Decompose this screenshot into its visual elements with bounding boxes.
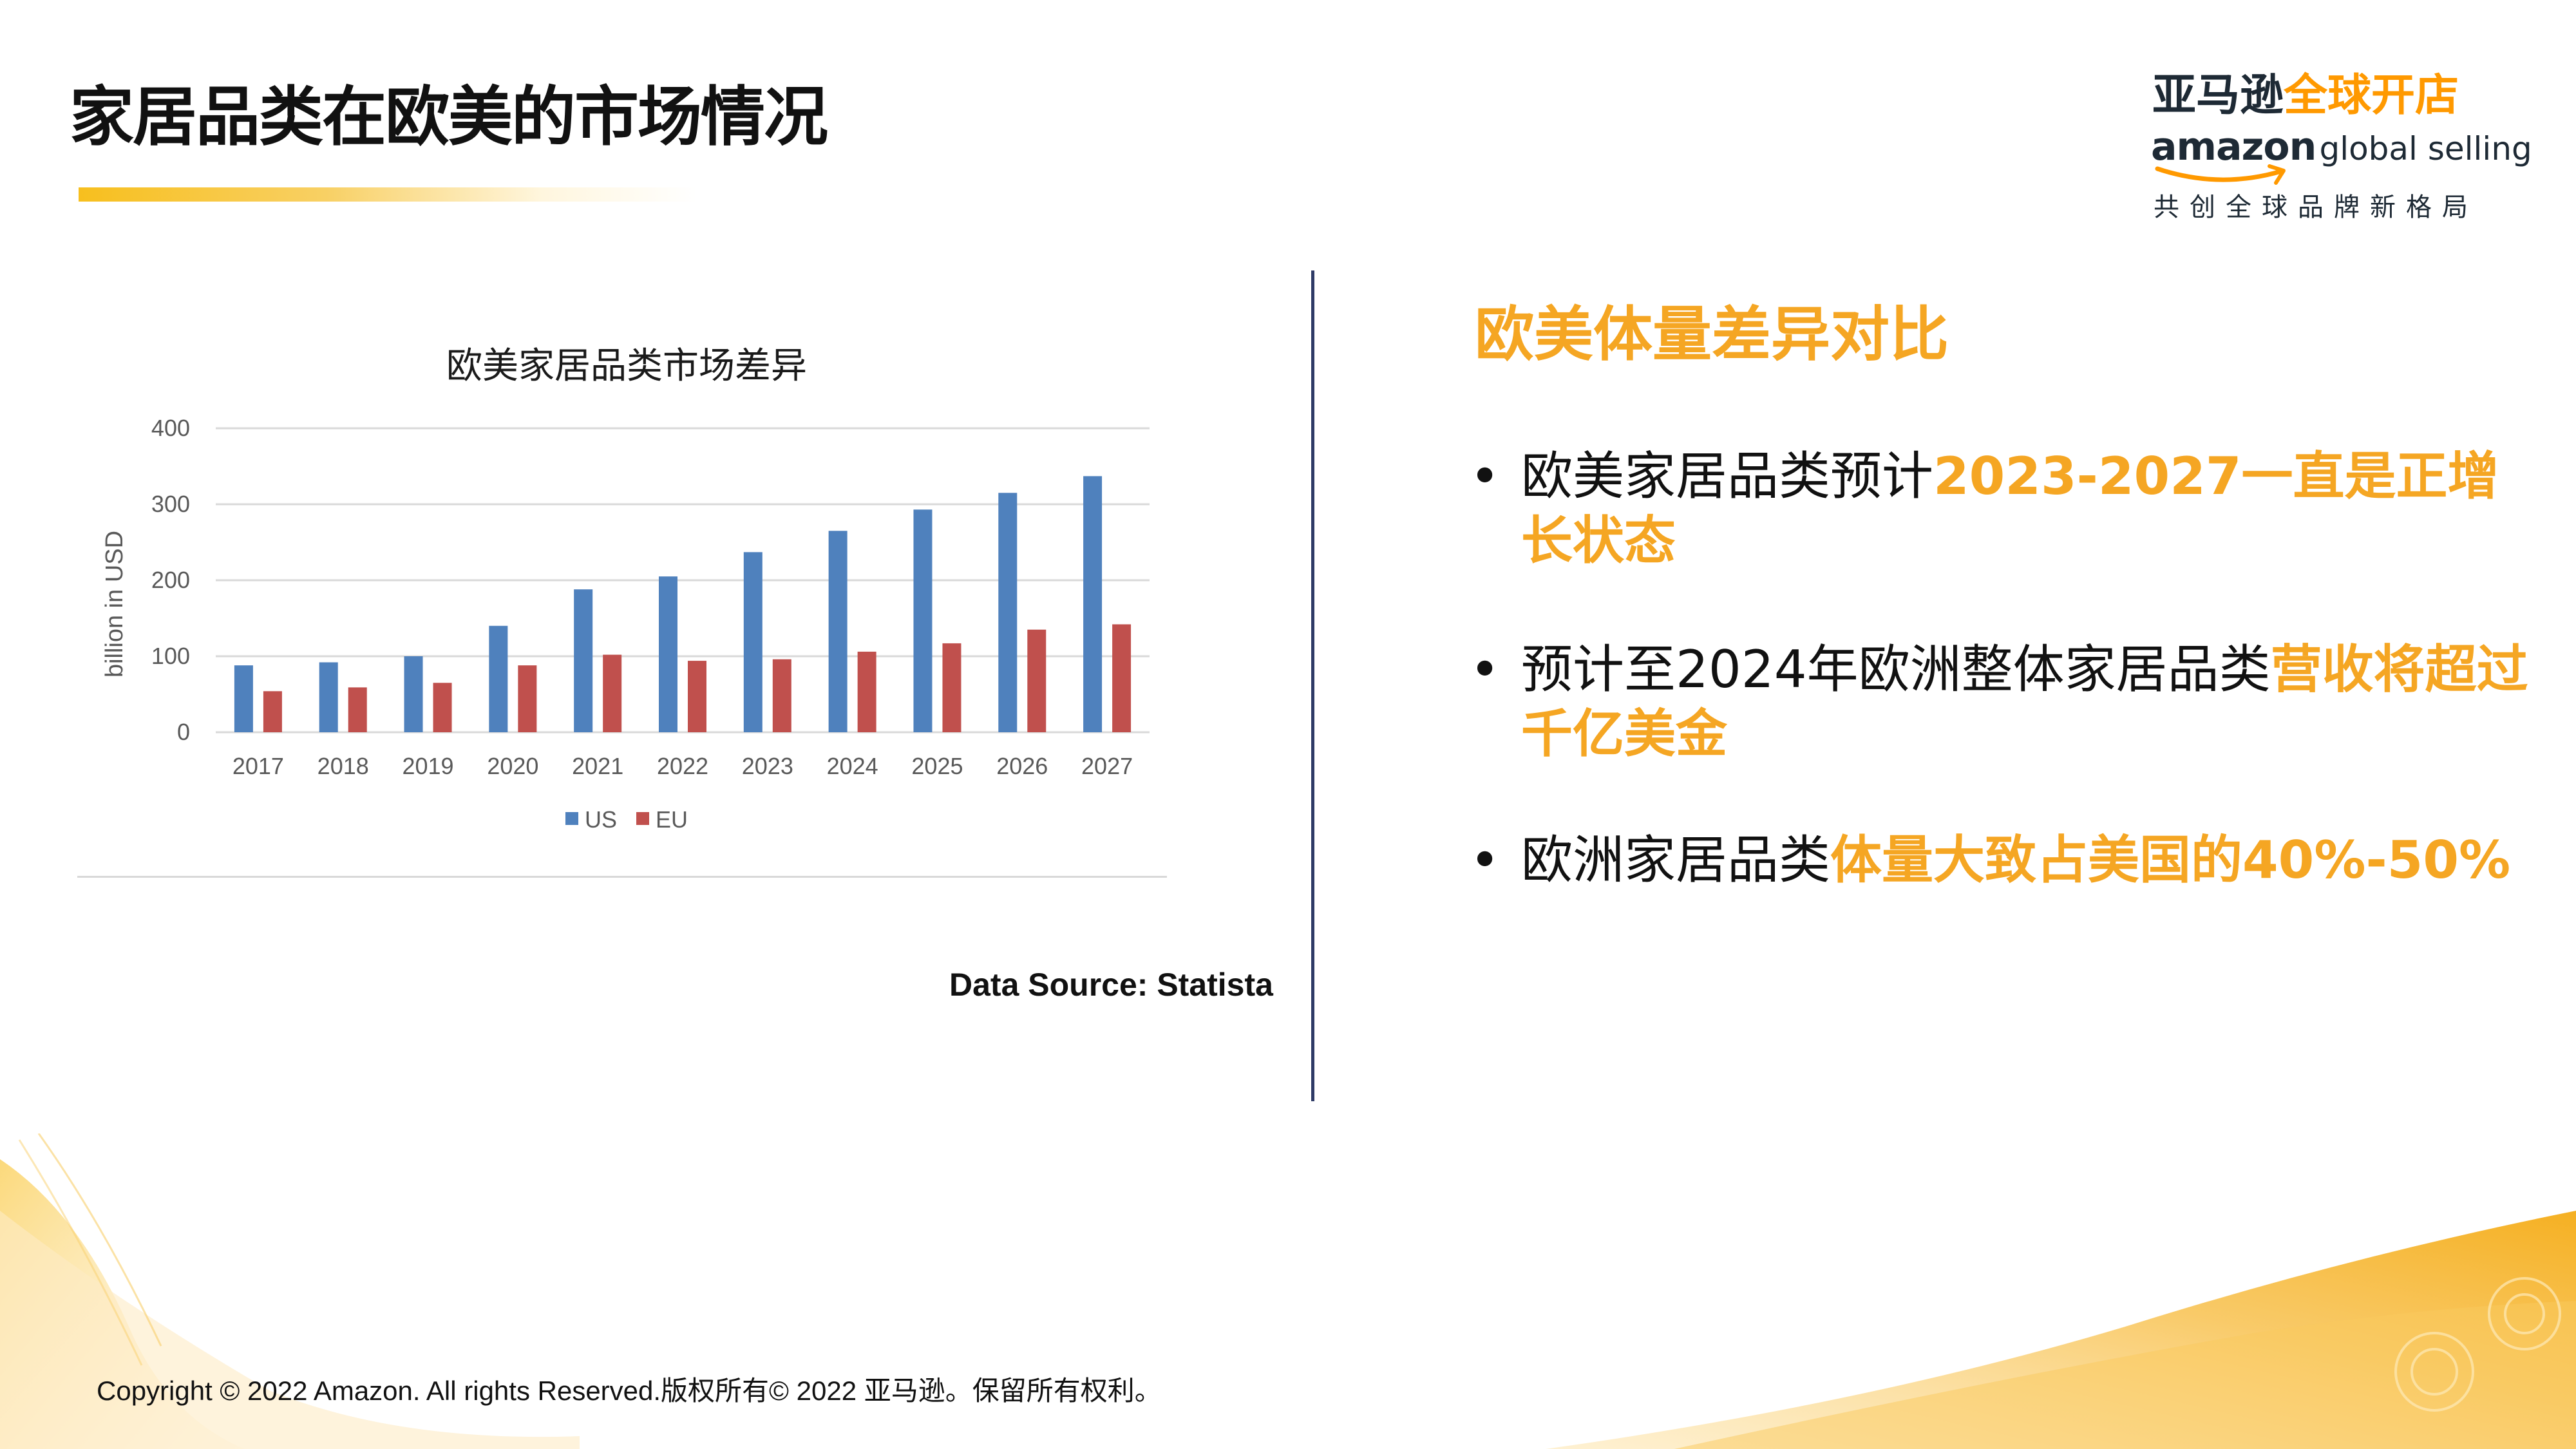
legend-label-us: US (585, 806, 617, 833)
bullet-highlight-text: 2023-2027一直是正增长状态 (1521, 446, 2499, 571)
bar-eu (603, 654, 622, 732)
x-tick-label: 2021 (572, 753, 623, 779)
logo-global-selling: global selling (2319, 130, 2532, 167)
legend-swatch-us (565, 812, 578, 825)
bar-us (319, 662, 338, 732)
legend-label-eu: EU (656, 806, 688, 833)
bar-us (1083, 476, 1103, 732)
bar-eu (348, 687, 367, 732)
x-tick-label: 2020 (487, 753, 538, 779)
bar-eu (518, 665, 537, 732)
page-title: 家居品类在欧美的市场情况 (70, 79, 828, 155)
bar-us (913, 509, 933, 732)
vertical-divider (1311, 270, 1314, 1101)
y-tick-label: 300 (151, 491, 190, 517)
bar-eu (1112, 624, 1132, 732)
bar-eu (942, 643, 961, 732)
logo-chinese-name: 亚马逊全球开店 (2152, 67, 2459, 125)
x-tick-label: 2026 (996, 753, 1048, 779)
bar-us (828, 531, 848, 732)
y-tick-label: 0 (177, 719, 190, 745)
x-tick-label: 2024 (827, 753, 878, 779)
bullet-item: • 欧美家居品类预计2023-2027一直是正增长状态 (1470, 444, 2532, 573)
decorative-wave-right (1546, 1211, 2576, 1449)
bar-eu (688, 661, 706, 732)
bullet-text: 欧美家居品类预计2023-2027一直是正增长状态 (1521, 444, 2532, 573)
y-tick-label: 100 (151, 643, 190, 669)
chart-title: 欧美家居品类市场差异 (446, 345, 807, 387)
bullet-dot: • (1470, 446, 1501, 506)
x-tick-label: 2017 (232, 753, 284, 779)
logo-cn-global-store: 全球开店 (2284, 70, 2459, 121)
bar-us (659, 576, 677, 732)
market-chart: 欧美家居品类市场差异 0 100 200 300 400 2017 2018 2019 2020… (77, 322, 1172, 882)
logo-amazon-wordmark: amazon (2151, 124, 2316, 169)
y-axis-label: billion in USD (101, 531, 128, 677)
bullet-dot: • (1470, 639, 1501, 699)
x-tick-label: 2018 (317, 753, 369, 779)
bullet-item: • 欧洲家居品类体量大致占美国的40%-50% (1470, 828, 2532, 893)
decorative-wave-left (0, 1133, 580, 1449)
bullet-text: 欧洲家居品类体量大致占美国的40%-50% (1521, 828, 2532, 893)
y-tick-label: 400 (151, 415, 190, 441)
legend-swatch-eu (636, 812, 649, 825)
logo-slogan: 共创全球品牌新格局 (2154, 193, 2478, 222)
bullet-plain-text: 预计至2024年欧洲整体家居品类 (1521, 639, 2271, 699)
logo-english-name: amazon global selling (2151, 121, 2532, 182)
amazon-smile-icon (2155, 164, 2286, 185)
bullet-plain-text: 欧美家居品类预计 (1521, 446, 1933, 506)
bullet-highlight-text: 营收将超过千亿美金 (1521, 639, 2528, 764)
bar-eu (263, 691, 282, 732)
copyright-notice: Copyright © 2022 Amazon. All rights Rese… (97, 1376, 1162, 1406)
x-tick-label: 2019 (402, 753, 453, 779)
y-tick-label: 200 (151, 567, 190, 593)
bar-chart-svg: 欧美家居品类市场差异 0 100 200 300 400 2017 2018 2019 2020… (101, 345, 1150, 833)
bullet-text: 预计至2024年欧洲整体家居品类营收将超过千亿美金 (1521, 638, 2532, 766)
bullet-plain-text: 欧洲家居品类 (1521, 830, 1830, 890)
bar-us (234, 665, 253, 732)
bar-us (489, 625, 508, 732)
bar-eu (433, 683, 452, 732)
bar-us (743, 552, 762, 732)
chart-bottom-border (77, 876, 1167, 878)
bar-eu (772, 659, 791, 732)
bar-eu (857, 651, 876, 732)
bar-us (998, 493, 1018, 732)
x-tick-label: 2025 (911, 753, 963, 779)
x-tick-label: 2027 (1081, 753, 1133, 779)
title-underline (79, 187, 697, 202)
comparison-heading: 欧美体量差异对比 (1475, 300, 1949, 369)
x-tick-label: 2022 (657, 753, 708, 779)
bar-us (574, 589, 593, 732)
bullet-dot: • (1470, 830, 1501, 890)
bullet-item: • 预计至2024年欧洲整体家居品类营收将超过千亿美金 (1470, 638, 2532, 766)
bar-us (404, 656, 423, 732)
amazon-global-selling-logo: 亚马逊全球开店 amazon global selling 共创全球品牌新格局 (2151, 67, 2532, 228)
x-tick-label: 2023 (742, 753, 793, 779)
logo-cn-amazon: 亚马逊 (2152, 70, 2284, 121)
bar-eu (1027, 629, 1046, 732)
bullet-highlight-text: 体量大致占美国的40%-50% (1830, 830, 2511, 890)
data-source: Data Source: Statista (949, 967, 1273, 1003)
